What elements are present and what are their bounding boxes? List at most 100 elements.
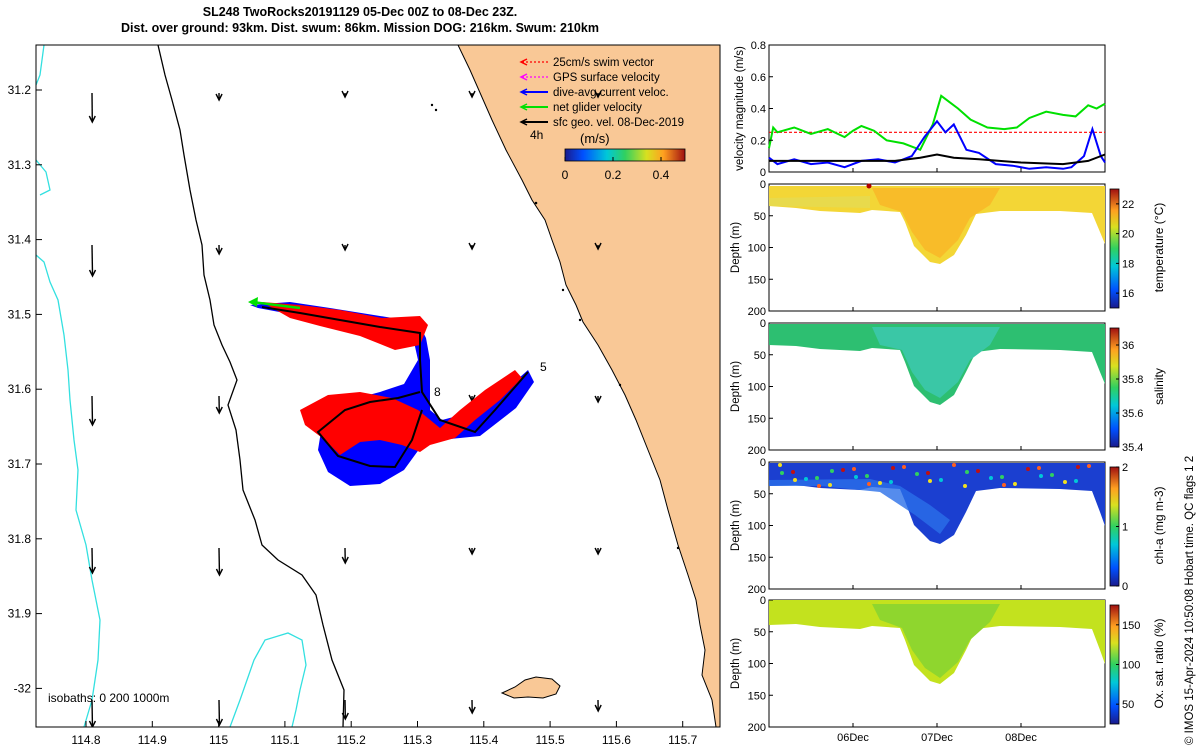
legend-label: net glider velocity: [553, 102, 642, 114]
panel-y-tick-label: 50: [754, 489, 766, 501]
chl-sample-dot: [854, 475, 858, 479]
chl-sample-dot: [963, 484, 967, 488]
panel-y-tick-label: 200: [748, 584, 766, 596]
map-y-tick-label: 31.7: [8, 457, 32, 471]
velocity-series: [768, 119, 1106, 170]
geo-arrowhead: [594, 704, 602, 713]
legend-label: GPS surface velocity: [553, 72, 660, 84]
panel-y-tick-label: 150: [748, 274, 766, 286]
map-x-tick-label: 115.2: [337, 733, 366, 747]
colorbar-label: temperature (°C): [1152, 203, 1166, 293]
legend-arrowhead: [519, 73, 528, 81]
geo-arrowhead: [594, 395, 602, 404]
legend-arrowhead: [519, 58, 528, 66]
colorbar-label: chl-a (mg m-3): [1152, 486, 1166, 564]
geo-arrowhead: [215, 406, 223, 415]
panel-y-tick-label: 150: [748, 413, 766, 425]
map-y-tick-label: 31.6: [8, 382, 32, 396]
isobath-1000m-west: [36, 45, 101, 727]
chl-sample-dot: [804, 477, 808, 481]
panel-y-tick-label: 200: [748, 445, 766, 457]
map-y-tick-label: 31.8: [8, 532, 32, 546]
chl-sample-dot: [952, 463, 956, 467]
colorbar-tick-label: 1: [1122, 522, 1128, 534]
colorbar-tick-label: 16: [1122, 288, 1134, 300]
chl-sample-dot: [828, 483, 832, 487]
colorbar-tick-label: 0.4: [653, 168, 670, 182]
chl-sample-dot: [1074, 479, 1078, 483]
panel-axes: 0 0.2 0.4 0.6 0.8 velocity magnitude (m/s) 0 50…: [730, 40, 1166, 744]
panel-y-tick-label: 50: [754, 627, 766, 639]
chl-sample-dot: [1050, 473, 1054, 477]
panel-y-tick-label: 100: [748, 659, 766, 671]
chl-sample-dot: [976, 469, 980, 473]
chl-sample-dot: [1039, 474, 1043, 478]
panel-y-tick-label: 100: [748, 243, 766, 255]
geo-arrow: [91, 244, 94, 276]
temperature-warm-core: [872, 188, 1000, 258]
colorbar-tick-label: 0: [1122, 581, 1128, 593]
chl-sample-dot: [1013, 482, 1017, 486]
chl-sample-dot: [926, 471, 930, 475]
geo-arrowhead: [215, 718, 224, 727]
chl-sample-dot: [928, 479, 932, 483]
map-x-tick-label: 115.1: [270, 733, 299, 747]
panel-y-tick-label: 50: [754, 350, 766, 362]
panel-colorbar: [1109, 327, 1120, 448]
title-line-2: Dist. over ground: 93km. Dist. swum: 86k…: [121, 21, 599, 35]
map-x-ticks: 114.8 114.9 115 115.1 115.2 115.3 115.4 115.5 11…: [71, 721, 698, 747]
geo-arrowhead: [215, 93, 223, 102]
chl-sample-dot: [965, 470, 969, 474]
legend-arrowhead: [519, 88, 528, 96]
legend-arrowhead: [519, 118, 528, 126]
map-y-tick-label: -32: [14, 681, 32, 695]
chl-sample-dot: [915, 472, 919, 476]
chl-sample-dot: [1037, 466, 1041, 470]
panel-y-label: Depth (m): [730, 500, 742, 551]
panel-y-tick-label: 200: [748, 722, 766, 734]
panel-y-label: Depth (m): [730, 222, 742, 273]
velocity-series: [768, 94, 1106, 152]
chl-sample-dot: [830, 469, 834, 473]
colorbar-tick-label: 36: [1122, 340, 1134, 352]
track-label-mid: 8: [434, 385, 441, 399]
temperature-panel: [768, 183, 1106, 312]
chart-title: SL248 TwoRocks20191129 05-Dec 00Z to 08-…: [0, 4, 720, 36]
colorbar-unit: (m/s): [580, 131, 610, 146]
small-islands: [430, 103, 680, 550]
speed-colorbar: [564, 148, 686, 162]
isobaths-label: isobaths: 0 200 1000m: [48, 691, 169, 705]
isobath-1000m-south: [229, 632, 307, 727]
geo-arrowhead: [341, 556, 349, 565]
panel-y-tick-label: 0: [760, 167, 766, 179]
geo-arrowhead: [88, 115, 96, 124]
geo-arrowhead: [215, 568, 224, 577]
chl-sample-dot: [852, 467, 856, 471]
velocity-panel: [768, 44, 1106, 173]
geo-arrowhead: [594, 547, 602, 556]
map-y-tick-label: 31.4: [8, 233, 32, 247]
geo-arrowhead: [88, 418, 97, 427]
chl-sample-dot: [791, 470, 795, 474]
geo-arrowhead: [341, 243, 349, 252]
panel-x-tick-label: 08Dec: [1005, 732, 1037, 744]
chl-sample-dot: [865, 474, 869, 478]
legend-label: sfc geo. vel. 08-Dec-2019: [553, 117, 684, 129]
chl-sample-dot: [889, 480, 893, 484]
panel-y-tick-label: 200: [748, 306, 766, 318]
chl-sample-dot: [989, 476, 993, 480]
profile-panels: 0 0.2 0.4 0.6 0.8 velocity magnitude (m/s) 0 50…: [730, 40, 1166, 744]
isobath-200m: [157, 45, 345, 727]
map-x-tick-label: 114.9: [138, 733, 167, 747]
panel-y-tick-label: 0: [760, 179, 766, 191]
net-velocity-arrow: [251, 300, 301, 310]
chl-sample-dot: [902, 465, 906, 469]
map-y-tick-label: 31.9: [8, 607, 32, 621]
map-x-tick-label: 115.5: [536, 733, 565, 747]
map-panel: 5 8 114.8 114.9 115 115.1 115.2 115.3 115.4 115…: [8, 44, 721, 747]
temperature-hot-spot: [866, 183, 872, 189]
chl-sample-dot: [1076, 465, 1080, 469]
chl-sample-dot: [891, 466, 895, 470]
time-label: 4h: [530, 128, 543, 142]
